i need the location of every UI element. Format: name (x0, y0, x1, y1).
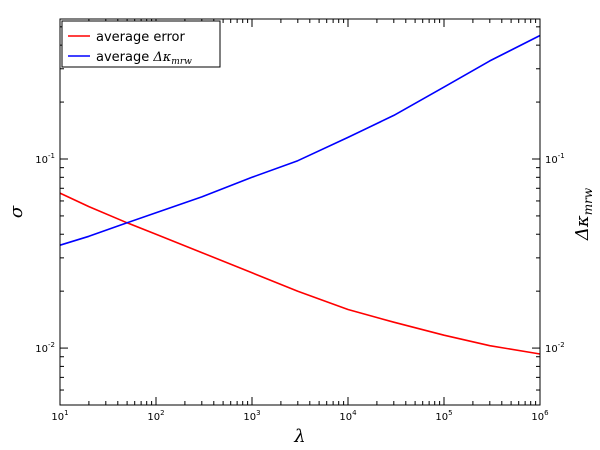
y-axis-label-right-text: Δκmrw (572, 187, 595, 241)
y-axis-label-right-main: Δκ (572, 215, 593, 241)
legend: average error average Δκmrw (61, 20, 221, 68)
y-axis-label-right: Δκmrw (572, 187, 595, 241)
x-tick-label: 103 (243, 409, 260, 423)
y-axis-label-left: σ (6, 205, 27, 218)
series-line-average-error (59, 192, 541, 355)
legend-label-average-error: average error (96, 30, 185, 45)
y-tick-label-right: 10-2 (545, 341, 565, 355)
y-tick-label-right: 10-1 (545, 152, 565, 166)
series-line-average-dkappa (59, 34, 541, 246)
x-tick-label: 105 (435, 409, 452, 423)
y-tick-label-left: 10-1 (35, 152, 55, 166)
x-tick-label: 101 (51, 409, 68, 423)
tick-labels: 101 102 103 104 105 106 10-1 10-1 10-2 10-2 (35, 152, 564, 423)
x-tick-label: 102 (147, 409, 164, 423)
legend-box (61, 20, 221, 68)
x-tick-label: 104 (339, 409, 357, 423)
y-tick-label-left: 10-2 (35, 341, 55, 355)
minor-ticks (60, 19, 540, 406)
legend-label-prefix: average (96, 50, 153, 65)
series-layer (59, 34, 541, 355)
legend-label-subscript: mrw (171, 57, 192, 67)
major-ticks (59, 19, 541, 405)
x-tick-label: 106 (531, 409, 549, 423)
legend-label-math: Δκ (152, 50, 171, 65)
plot-frame (59, 18, 541, 406)
legend-label-average-dkappa: average Δκmrw (96, 50, 192, 67)
y-axis-label-right-subscript: mrw (581, 187, 595, 215)
x-axis-label: λ (293, 426, 305, 447)
